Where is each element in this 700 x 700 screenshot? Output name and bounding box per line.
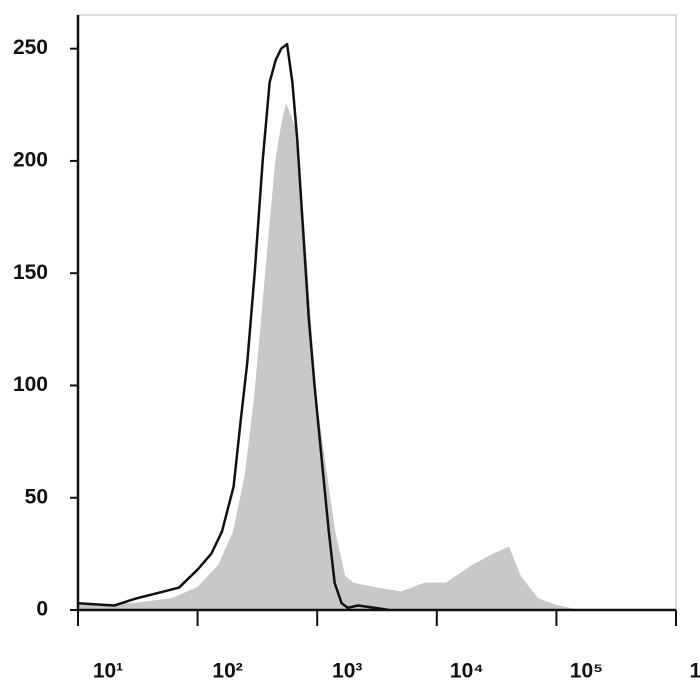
y-tick-label: 250 (13, 36, 48, 59)
x-tick-label: 10³ (332, 660, 362, 683)
stained-line (77, 42, 390, 612)
y-tick-label: 50 (25, 485, 48, 508)
y-tick-label: 0 (36, 598, 48, 621)
y-tick-label: 150 (13, 261, 48, 284)
x-tick-label: 10⁴ (450, 660, 484, 683)
control-area (77, 103, 676, 611)
x-tick-label: 10² (212, 660, 242, 683)
plot-frame (77, 14, 677, 611)
x-tick-label: 10⁶ (689, 660, 700, 683)
x-tick-label: 10¹ (93, 660, 123, 683)
y-tick-label: 200 (13, 148, 48, 171)
y-tick-label: 100 (13, 373, 48, 396)
x-tick-label: 10⁵ (570, 660, 603, 683)
